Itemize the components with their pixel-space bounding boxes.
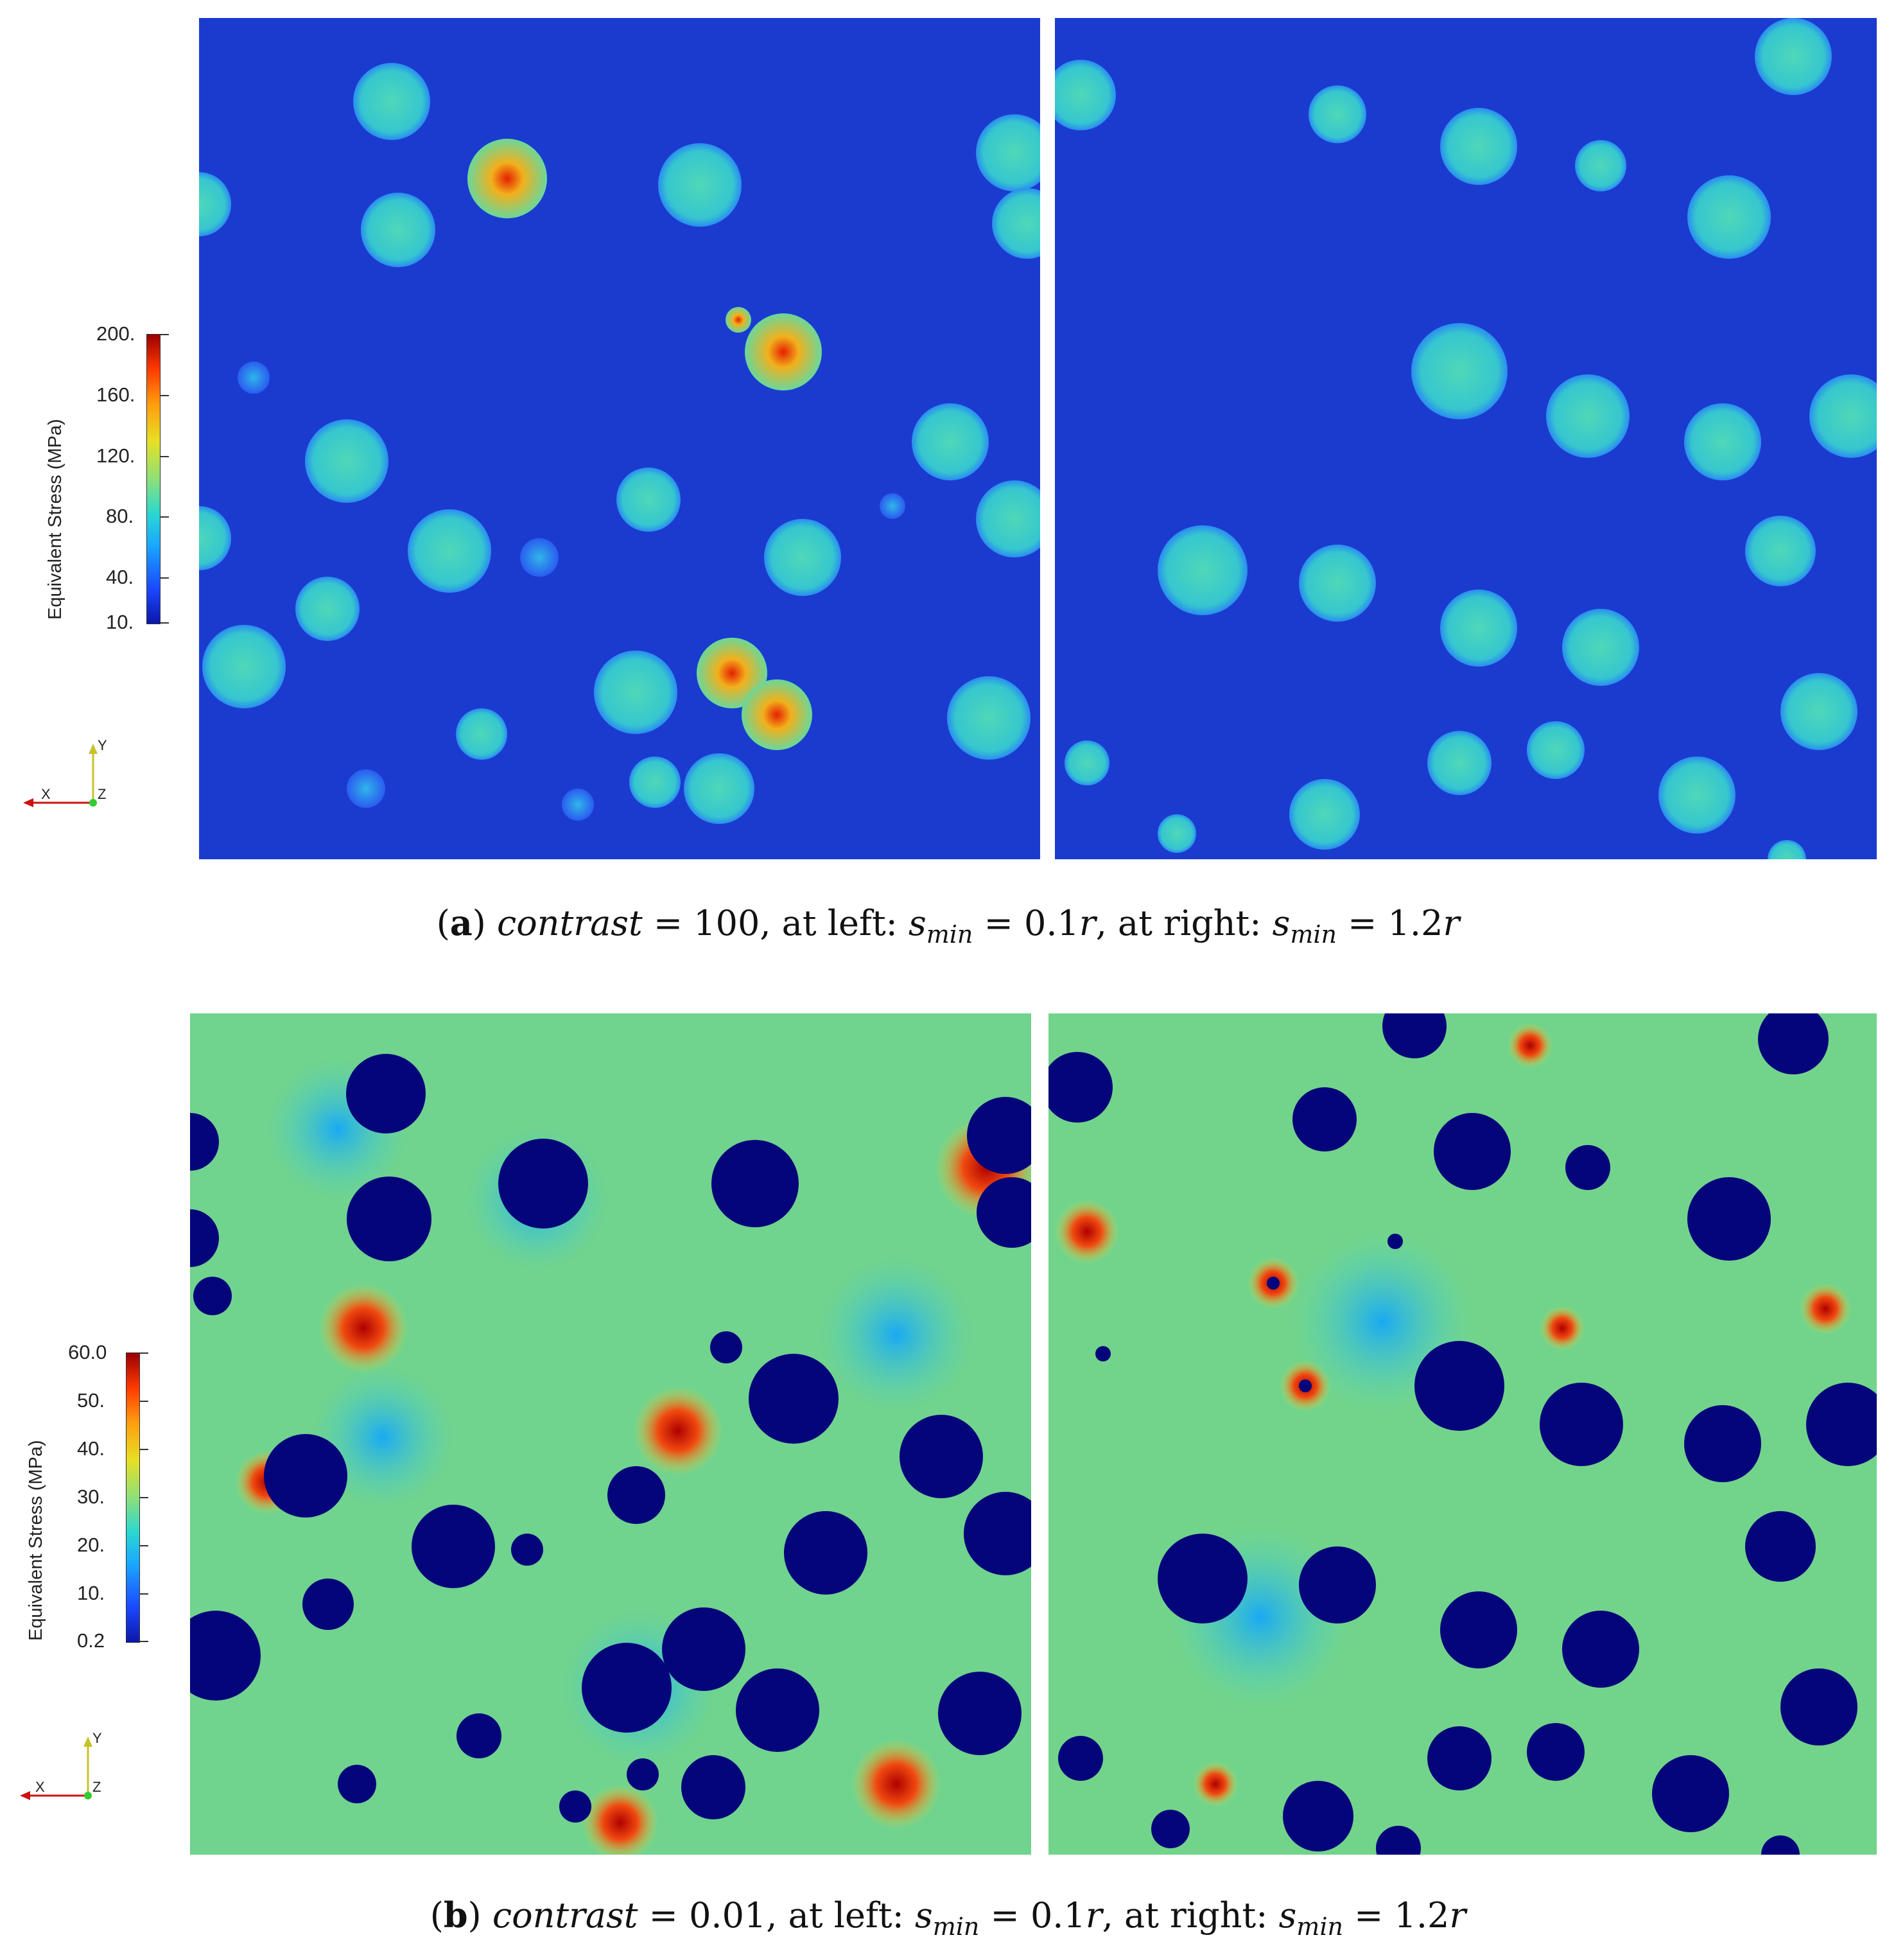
colorbar-a-title: Equivalent Stress (MPa) [45,419,65,620]
axis-label-y: Y [92,1730,102,1746]
caption-a-var: contrast [497,903,643,943]
colorbar-b-tick-30: 30. [77,1485,105,1508]
colorbar-a-tick-10: 10. [106,611,134,633]
colorbar-b-title: Equivalent Stress (MPa) [26,1440,46,1641]
stress-field-b-right [1048,1013,1877,1855]
caption-b-label: b [443,1894,468,1936]
colorbar-b [126,1352,164,1643]
colorbar-a-tick-200: 200. [96,322,135,345]
axis-label-x: X [41,786,51,802]
colorbar-b-tick-50: 50. [77,1389,105,1412]
stress-field-b-left [190,1013,1031,1855]
colorbar-a-tick-160: 160. [96,383,135,406]
colorbar-b-tick-20: 20. [77,1534,105,1556]
stress-field-a-left [199,18,1040,859]
colorbar-b-gradient [126,1352,140,1643]
colorbar-a-tick-40: 40. [106,566,134,588]
caption-b-var: contrast [492,1895,638,1936]
colorbar-a-tick-120: 120. [96,444,135,467]
colorbar-a-gradient [146,334,161,624]
colorbar-b-tick-10: 10. [77,1582,105,1604]
colorbar-a [146,334,185,624]
axes-triad-a: Y X Z [19,732,109,809]
colorbar-b-tick-60: 60.0 [68,1341,107,1363]
caption-a-label: a [449,902,473,943]
colorbar-b-tick-0-2: 0.2 [77,1629,105,1652]
stress-field-a-right [1055,18,1877,859]
caption-b: (b) contrast = 0.01, at left: smin = 0.1… [430,1894,1466,1941]
axes-triad-b: Y X Z [16,1725,106,1802]
caption-a: (a) contrast = 100, at left: smin = 0.1r… [436,902,1460,949]
axis-label-x: X [35,1779,45,1795]
colorbar-b-tick-40: 40. [77,1437,105,1460]
axis-label-y: Y [98,737,107,753]
axis-label-z: Z [98,786,106,802]
colorbar-a-tick-80: 80. [106,505,134,527]
axis-label-z: Z [92,1779,101,1795]
